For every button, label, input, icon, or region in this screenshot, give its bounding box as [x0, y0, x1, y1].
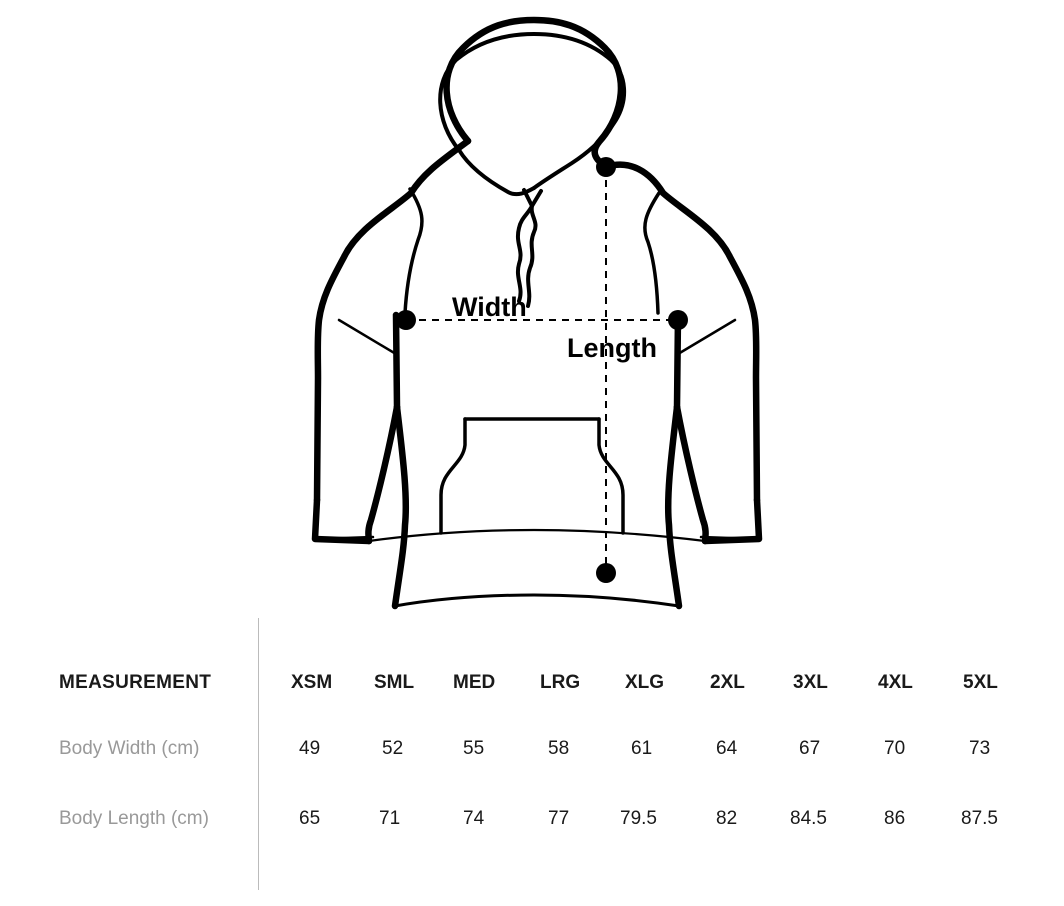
- svg-text:Length: Length: [567, 333, 657, 363]
- svg-text:Width: Width: [452, 292, 527, 322]
